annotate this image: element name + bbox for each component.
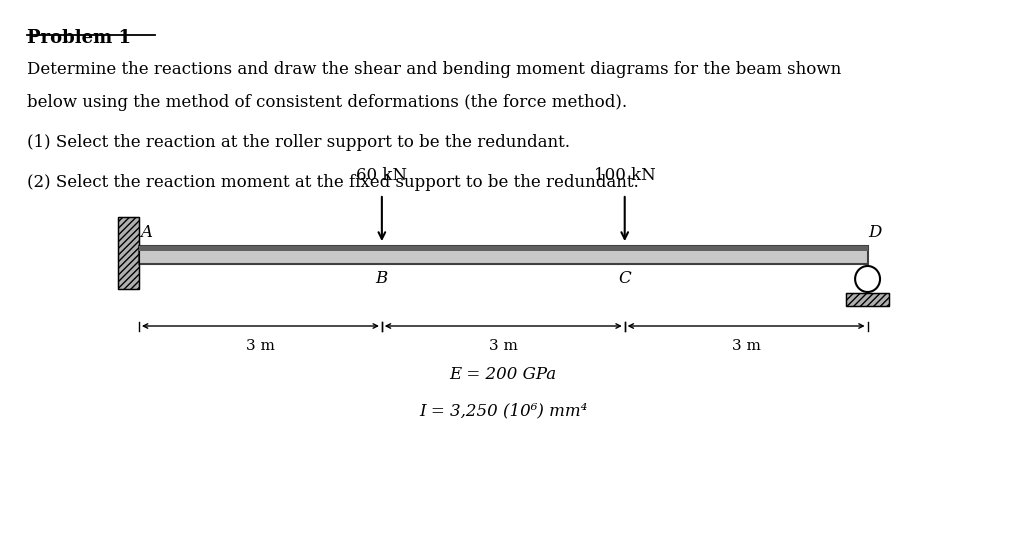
Bar	[847, 293, 889, 306]
Bar	[847, 293, 889, 306]
Text: (2) Select the reaction moment at the fixed support to be the redundant.: (2) Select the reaction moment at the fi…	[27, 174, 639, 191]
Text: B: B	[376, 270, 388, 287]
Text: 3 m: 3 m	[488, 339, 518, 353]
Text: C: C	[618, 270, 631, 287]
Circle shape	[855, 266, 880, 292]
Bar	[139, 246, 867, 251]
Bar	[139, 246, 867, 264]
Text: Problem 1: Problem 1	[27, 29, 131, 47]
Text: below using the method of consistent deformations (the force method).: below using the method of consistent def…	[27, 94, 627, 111]
Text: I = 3,250 (10⁶) mm⁴: I = 3,250 (10⁶) mm⁴	[419, 402, 588, 419]
Text: A: A	[140, 224, 153, 241]
Text: E = 200 GPa: E = 200 GPa	[450, 366, 557, 383]
Text: 3 m: 3 m	[246, 339, 274, 353]
Text: 60 kN: 60 kN	[356, 167, 408, 184]
Text: 100 kN: 100 kN	[594, 167, 655, 184]
Text: (1) Select the reaction at the roller support to be the redundant.: (1) Select the reaction at the roller su…	[27, 134, 569, 151]
Bar	[118, 217, 139, 289]
Bar	[118, 217, 139, 289]
Text: Determine the reactions and draw the shear and bending moment diagrams for the b: Determine the reactions and draw the she…	[27, 61, 841, 78]
Text: 3 m: 3 m	[732, 339, 761, 353]
Text: D: D	[868, 224, 882, 241]
